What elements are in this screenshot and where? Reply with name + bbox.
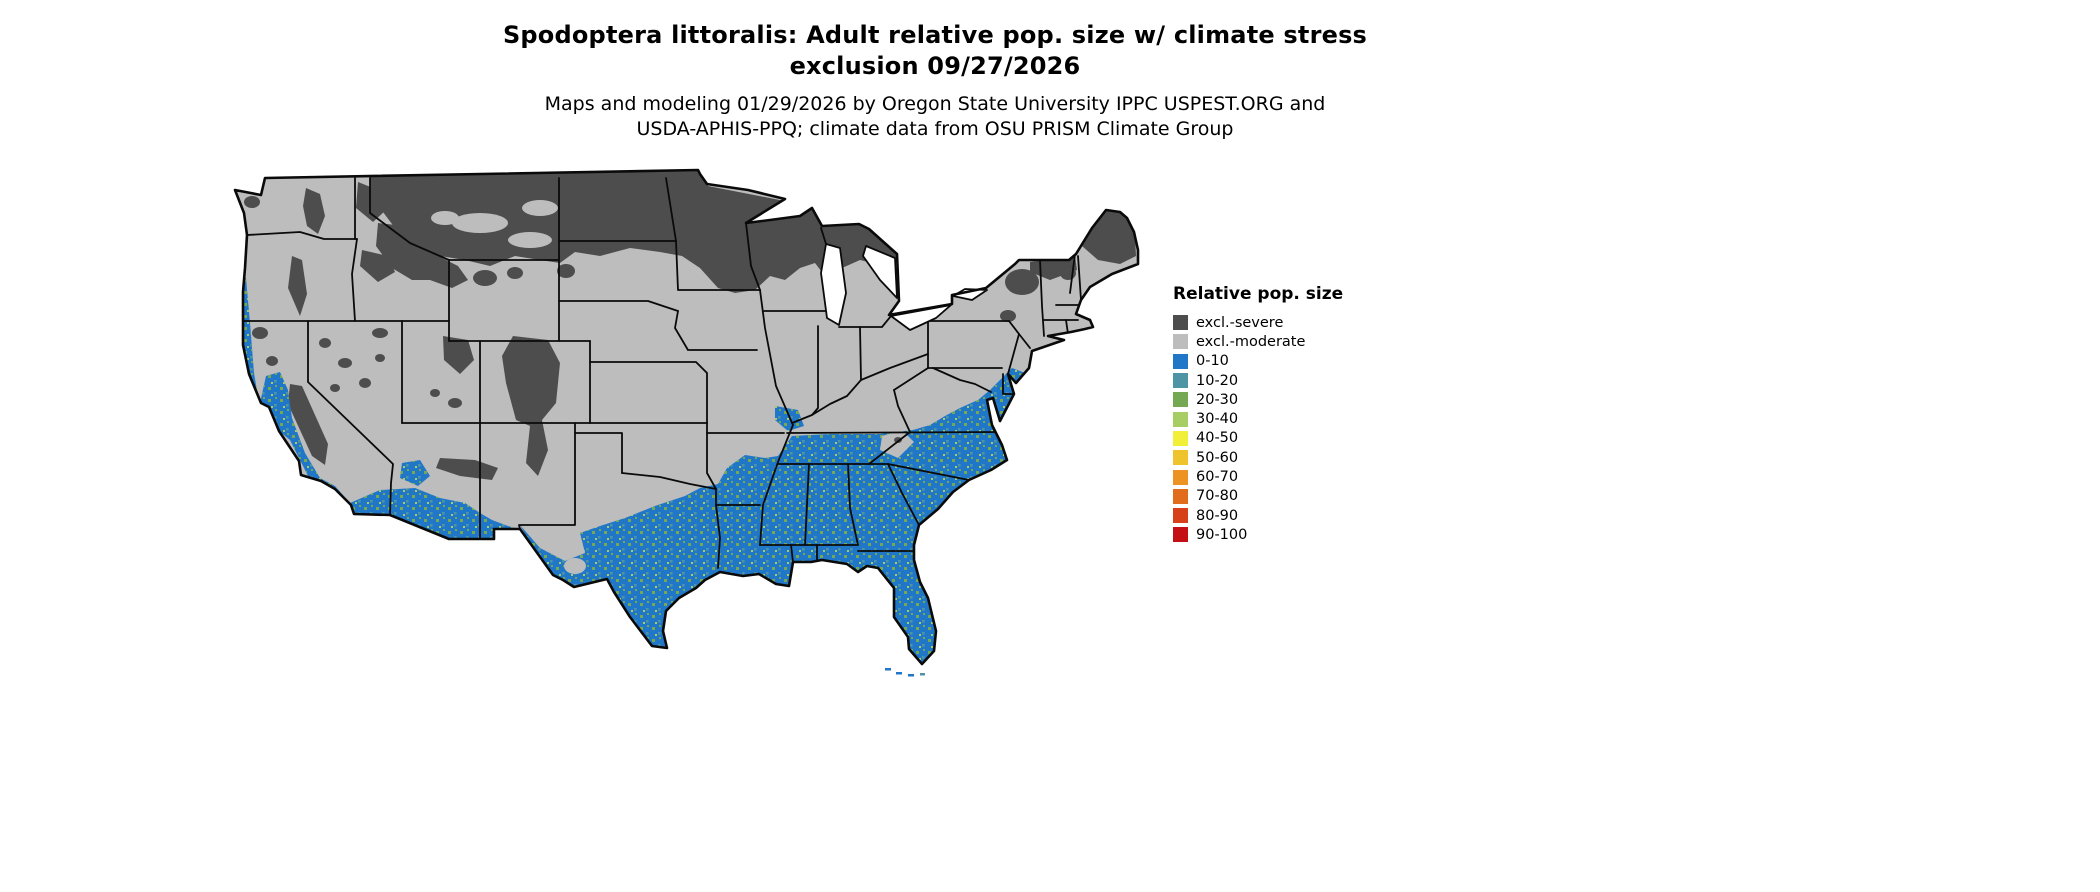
legend-entry-label: 10-20	[1196, 372, 1239, 389]
legend-entry: 10-20	[1173, 371, 1343, 390]
lake-michigan	[820, 243, 847, 326]
legend-swatch	[1173, 373, 1188, 389]
legend-title: Relative pop. size	[1173, 284, 1344, 304]
legend-swatch	[1173, 315, 1188, 331]
legend-entry: 70-80	[1173, 487, 1343, 506]
map-subtitle: Maps and modeling 01/29/2026 by Oregon S…	[0, 92, 1870, 142]
exclusion-islands	[552, 430, 914, 574]
legend-entry: 50-60	[1173, 448, 1343, 467]
state-borders	[242, 177, 1082, 569]
map-subtitle-line1: Maps and modeling 01/29/2026 by Oregon S…	[544, 93, 1326, 115]
us-map	[230, 168, 1140, 680]
legend-swatch	[1173, 411, 1188, 427]
legend-entry: 30-40	[1173, 409, 1343, 428]
legend-swatch	[1173, 392, 1188, 408]
us-map-canvas	[233, 168, 1140, 677]
map-title: Spodoptera littoralis: Adult relative po…	[0, 20, 1870, 82]
legend-entry-label: excl.-severe	[1196, 314, 1284, 331]
legend-entry: 90-100	[1173, 525, 1343, 544]
legend-entry: 60-70	[1173, 467, 1343, 486]
legend-entry-label: 90-100	[1196, 526, 1248, 543]
legend-entry-label: 50-60	[1196, 449, 1239, 466]
legend-swatch	[1173, 469, 1188, 485]
map-title-line1: Spodoptera littoralis: Adult relative po…	[502, 21, 1368, 49]
legend-entry: excl.-moderate	[1173, 332, 1343, 351]
legend-entry: 20-30	[1173, 390, 1343, 409]
legend-entry-label: 80-90	[1196, 507, 1239, 524]
legend-swatch	[1173, 334, 1188, 350]
map-fill-layers	[235, 170, 1138, 664]
legend-swatch	[1173, 527, 1188, 543]
map-subtitle-line2: USDA-APHIS-PPQ; climate data from OSU PR…	[636, 118, 1234, 140]
legend-entry: excl.-severe	[1173, 313, 1343, 332]
legend-swatch	[1173, 488, 1188, 504]
florida-keys	[885, 668, 925, 677]
legend-entry-label: excl.-moderate	[1196, 333, 1306, 350]
legend-entry-label: 30-40	[1196, 411, 1239, 428]
legend-swatch	[1173, 430, 1188, 446]
legend-entry-label: 60-70	[1196, 469, 1239, 486]
legend-entry: 0-10	[1173, 352, 1343, 371]
legend-swatch	[1173, 508, 1188, 524]
map-legend: Relative pop. size excl.-severe excl.-mod…	[1173, 284, 1343, 545]
moderate-patches	[431, 200, 558, 248]
legend-entry-label: 0-10	[1196, 353, 1229, 370]
map-title-line2: exclusion 09/27/2026	[789, 52, 1081, 80]
lake-huron	[862, 245, 898, 299]
legend-entry-label: 40-50	[1196, 430, 1239, 447]
legend-swatch	[1173, 353, 1188, 369]
legend-entry: 80-90	[1173, 506, 1343, 525]
legend-swatch	[1173, 450, 1188, 466]
legend-entries: excl.-severe excl.-moderate 0-10 10-20 20-30…	[1173, 313, 1343, 545]
legend-entry-label: 20-30	[1196, 391, 1239, 408]
us-outline	[233, 168, 1140, 666]
great-lakes	[820, 243, 988, 331]
legend-entry-label: 70-80	[1196, 488, 1239, 505]
legend-entry: 40-50	[1173, 429, 1343, 448]
